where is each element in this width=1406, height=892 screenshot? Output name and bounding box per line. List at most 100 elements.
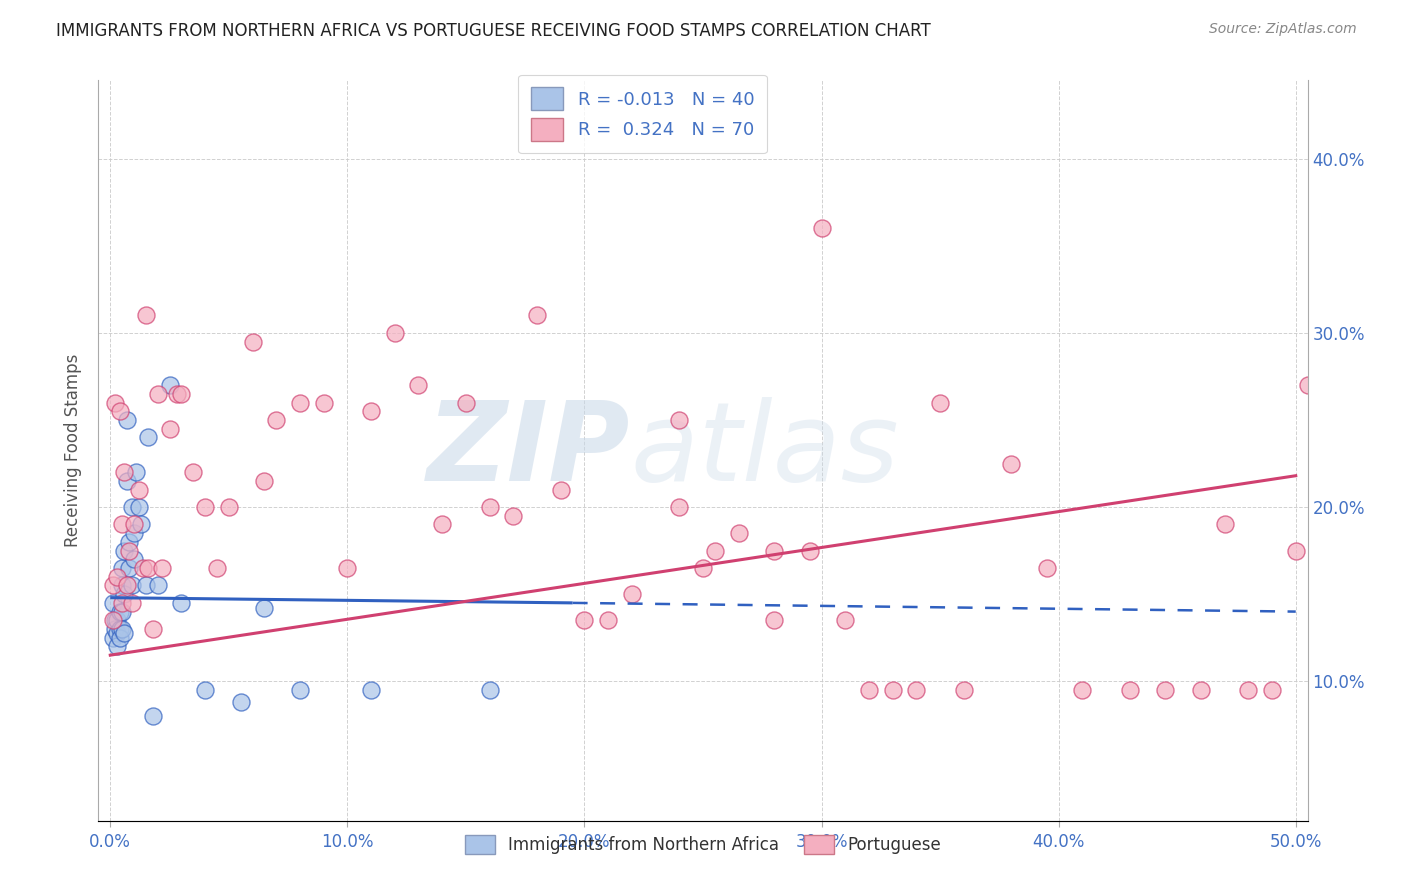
Point <box>526 309 548 323</box>
Point <box>101 596 124 610</box>
Point <box>170 596 193 610</box>
Point <box>408 378 430 392</box>
Text: Source: ZipAtlas.com: Source: ZipAtlas.com <box>1209 22 1357 37</box>
Text: ZIP: ZIP <box>427 397 630 504</box>
Point <box>288 683 311 698</box>
Point <box>101 613 124 627</box>
Point <box>668 500 690 514</box>
Point <box>166 387 188 401</box>
Point <box>146 387 169 401</box>
Point <box>205 561 228 575</box>
Point <box>692 561 714 575</box>
Point <box>122 552 145 566</box>
Point <box>1036 561 1059 575</box>
Point <box>432 517 454 532</box>
Point <box>105 640 128 654</box>
Point <box>111 622 134 636</box>
Point <box>1154 683 1177 698</box>
Point <box>1285 543 1308 558</box>
Point <box>121 500 143 514</box>
Point <box>905 683 928 698</box>
Point <box>288 395 311 409</box>
Point <box>114 465 136 479</box>
Point <box>132 561 155 575</box>
Y-axis label: Receiving Food Stamps: Receiving Food Stamps <box>65 354 83 547</box>
Point <box>360 404 382 418</box>
Point <box>101 631 124 645</box>
Point <box>146 578 169 592</box>
Point <box>108 605 131 619</box>
Point <box>114 587 136 601</box>
Point <box>159 378 181 392</box>
Point <box>118 543 141 558</box>
Point <box>194 500 217 514</box>
Point <box>952 683 974 698</box>
Point <box>194 683 217 698</box>
Point <box>478 500 501 514</box>
Point <box>1189 683 1212 698</box>
Point <box>118 535 141 549</box>
Point <box>108 631 131 645</box>
Point <box>799 543 821 558</box>
Legend: Immigrants from Northern Africa, Portuguese: Immigrants from Northern Africa, Portugu… <box>458 828 948 861</box>
Point <box>136 430 159 444</box>
Point <box>502 508 524 523</box>
Point <box>242 334 264 349</box>
Point <box>810 221 832 235</box>
Point <box>111 578 134 592</box>
Point <box>122 526 145 541</box>
Point <box>105 613 128 627</box>
Point <box>181 465 204 479</box>
Point <box>264 413 287 427</box>
Text: IMMIGRANTS FROM NORTHERN AFRICA VS PORTUGUESE RECEIVING FOOD STAMPS CORRELATION : IMMIGRANTS FROM NORTHERN AFRICA VS PORTU… <box>56 22 931 40</box>
Point <box>763 543 786 558</box>
Point <box>142 622 165 636</box>
Point <box>668 413 690 427</box>
Point <box>115 474 138 488</box>
Point <box>108 404 131 418</box>
Point <box>763 613 786 627</box>
Point <box>312 395 335 409</box>
Point <box>1213 517 1236 532</box>
Point <box>1296 378 1319 392</box>
Point <box>104 395 127 409</box>
Point <box>1071 683 1094 698</box>
Point <box>115 578 138 592</box>
Point <box>229 695 252 709</box>
Point <box>104 622 127 636</box>
Point <box>135 309 157 323</box>
Point <box>834 613 856 627</box>
Point <box>218 500 240 514</box>
Point <box>108 622 131 636</box>
Point <box>478 683 501 698</box>
Point <box>129 517 152 532</box>
Point <box>159 422 181 436</box>
Point <box>360 683 382 698</box>
Point <box>598 613 620 627</box>
Point <box>170 387 193 401</box>
Point <box>122 517 145 532</box>
Point <box>111 517 134 532</box>
Point <box>114 543 136 558</box>
Point <box>115 413 138 427</box>
Point <box>1000 457 1022 471</box>
Point <box>882 683 904 698</box>
Point <box>253 601 276 615</box>
Point <box>384 326 406 340</box>
Point <box>929 395 952 409</box>
Point <box>1237 683 1260 698</box>
Point <box>1119 683 1142 698</box>
Point <box>620 587 643 601</box>
Point <box>111 561 134 575</box>
Point <box>111 605 134 619</box>
Point <box>858 683 880 698</box>
Point <box>114 625 136 640</box>
Point <box>727 526 749 541</box>
Point <box>454 395 477 409</box>
Point <box>550 483 572 497</box>
Point <box>152 561 174 575</box>
Point <box>1261 683 1284 698</box>
Text: atlas: atlas <box>630 397 898 504</box>
Point <box>111 596 134 610</box>
Point <box>105 570 128 584</box>
